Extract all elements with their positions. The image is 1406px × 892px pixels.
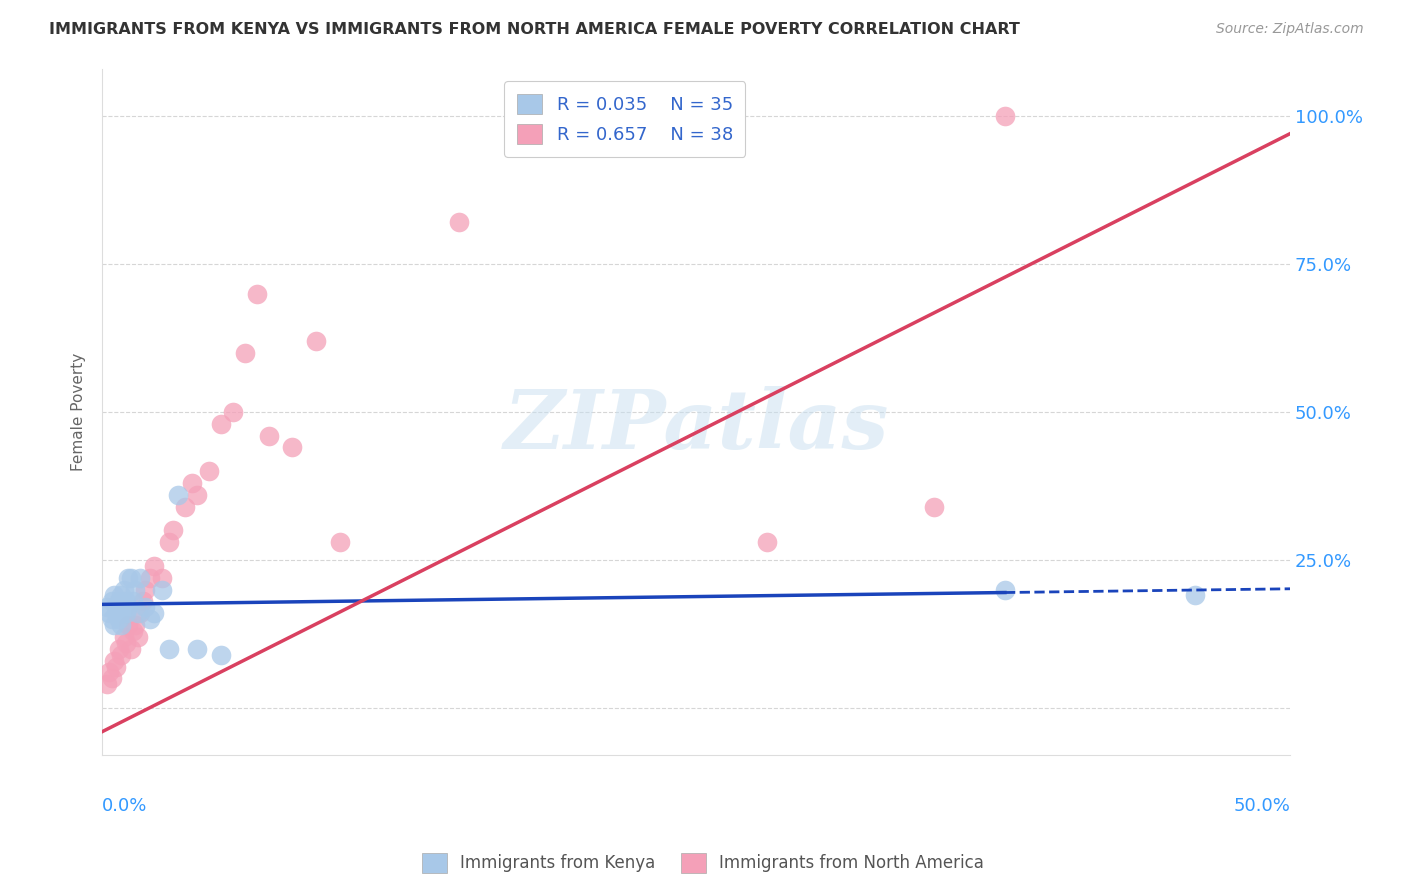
Point <box>103 589 125 603</box>
Point <box>115 636 138 650</box>
Point <box>174 500 197 514</box>
Point <box>108 641 131 656</box>
Point <box>120 571 142 585</box>
Point <box>167 488 190 502</box>
Point <box>117 618 139 632</box>
Point <box>110 606 132 620</box>
Point <box>110 589 132 603</box>
Point <box>447 215 470 229</box>
Point <box>181 475 204 490</box>
Point <box>108 612 131 626</box>
Point <box>143 606 166 620</box>
Point <box>120 641 142 656</box>
Point <box>186 488 208 502</box>
Point <box>198 464 221 478</box>
Point <box>209 417 232 431</box>
Point <box>112 600 135 615</box>
Point <box>186 641 208 656</box>
Point <box>222 405 245 419</box>
Point <box>329 535 352 549</box>
Text: 0.0%: 0.0% <box>103 797 148 814</box>
Point <box>756 535 779 549</box>
Point <box>117 571 139 585</box>
Point <box>122 594 145 608</box>
Point <box>922 500 945 514</box>
Point <box>108 600 131 615</box>
Point <box>112 630 135 644</box>
Point <box>115 606 138 620</box>
Point <box>96 677 118 691</box>
Point <box>994 109 1017 123</box>
Text: 50.0%: 50.0% <box>1233 797 1291 814</box>
Point <box>100 612 122 626</box>
Point <box>150 582 173 597</box>
Point <box>129 571 152 585</box>
Point <box>134 600 156 615</box>
Point <box>157 535 180 549</box>
Point <box>131 594 153 608</box>
Point <box>143 558 166 573</box>
Point <box>233 345 256 359</box>
Point <box>100 594 122 608</box>
Point <box>1184 589 1206 603</box>
Point <box>103 654 125 668</box>
Point <box>115 594 138 608</box>
Text: Source: ZipAtlas.com: Source: ZipAtlas.com <box>1216 22 1364 37</box>
Point <box>162 524 184 538</box>
Point <box>112 582 135 597</box>
Point <box>305 334 328 348</box>
Point <box>110 648 132 662</box>
Point <box>103 618 125 632</box>
Point <box>105 600 128 615</box>
Point <box>117 600 139 615</box>
Point <box>98 665 121 680</box>
Point <box>96 600 118 615</box>
Point <box>110 618 132 632</box>
Point <box>281 441 304 455</box>
Point <box>127 606 149 620</box>
Point <box>134 582 156 597</box>
Text: ZIPatlas: ZIPatlas <box>503 385 889 466</box>
Point <box>98 606 121 620</box>
Point <box>129 606 152 620</box>
Point <box>138 612 160 626</box>
Point <box>124 618 146 632</box>
Point <box>157 641 180 656</box>
Point <box>108 594 131 608</box>
Point <box>127 630 149 644</box>
Point <box>105 659 128 673</box>
Text: IMMIGRANTS FROM KENYA VS IMMIGRANTS FROM NORTH AMERICA FEMALE POVERTY CORRELATIO: IMMIGRANTS FROM KENYA VS IMMIGRANTS FROM… <box>49 22 1021 37</box>
Legend: Immigrants from Kenya, Immigrants from North America: Immigrants from Kenya, Immigrants from N… <box>415 847 991 880</box>
Point <box>100 672 122 686</box>
Point <box>150 571 173 585</box>
Point <box>994 582 1017 597</box>
Point <box>122 624 145 638</box>
Y-axis label: Female Poverty: Female Poverty <box>72 353 86 471</box>
Point <box>257 428 280 442</box>
Legend: R = 0.035    N = 35, R = 0.657    N = 38: R = 0.035 N = 35, R = 0.657 N = 38 <box>505 81 745 157</box>
Point <box>138 571 160 585</box>
Point <box>246 286 269 301</box>
Point <box>105 606 128 620</box>
Point <box>209 648 232 662</box>
Point <box>124 582 146 597</box>
